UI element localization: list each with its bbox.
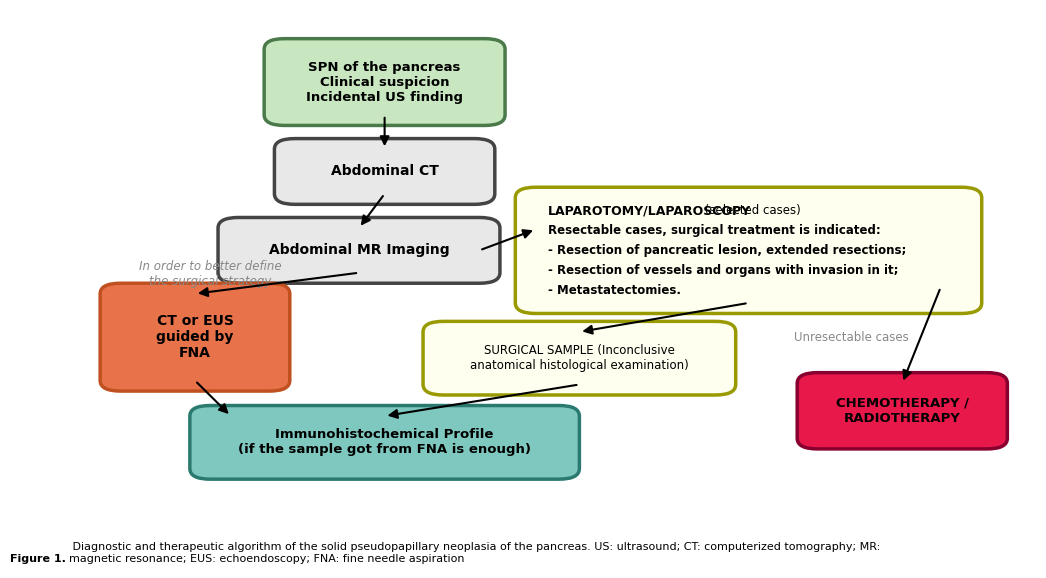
Text: SPN of the pancreas
Clinical suspicion
Incidental US finding: SPN of the pancreas Clinical suspicion I… <box>306 61 463 103</box>
FancyBboxPatch shape <box>190 406 579 479</box>
Text: CHEMOTHERAPY /
RADIOTHERAPY: CHEMOTHERAPY / RADIOTHERAPY <box>836 397 969 425</box>
Text: SURGICAL SAMPLE (Inconclusive
anatomical histological examination): SURGICAL SAMPLE (Inconclusive anatomical… <box>470 344 688 372</box>
Text: Abdominal MR Imaging: Abdominal MR Imaging <box>269 243 450 257</box>
Text: LAPAROTOMY/LAPAROSCOPY: LAPAROTOMY/LAPAROSCOPY <box>548 204 751 217</box>
Text: CT or EUS
guided by
FNA: CT or EUS guided by FNA <box>156 314 233 360</box>
FancyBboxPatch shape <box>797 373 1007 449</box>
Text: Unresectable cases: Unresectable cases <box>794 331 908 344</box>
Text: - Resection of vessels and organs with invasion in it;: - Resection of vessels and organs with i… <box>548 264 899 277</box>
FancyBboxPatch shape <box>265 39 505 125</box>
Text: In order to better define
the surgical strategy: In order to better define the surgical s… <box>139 260 281 288</box>
FancyBboxPatch shape <box>423 321 735 395</box>
FancyBboxPatch shape <box>100 283 290 391</box>
FancyBboxPatch shape <box>516 187 982 313</box>
Text: Resectable cases, surgical treatment is indicated:: Resectable cases, surgical treatment is … <box>548 224 881 237</box>
Text: - Resection of pancreatic lesion, extended resections;: - Resection of pancreatic lesion, extend… <box>548 244 907 257</box>
Text: (selected cases): (selected cases) <box>702 204 801 217</box>
Text: Diagnostic and therapeutic algorithm of the solid pseudopapillary neoplasia of t: Diagnostic and therapeutic algorithm of … <box>69 542 880 564</box>
Text: Figure 1.: Figure 1. <box>10 554 66 564</box>
Text: Abdominal CT: Abdominal CT <box>331 165 438 179</box>
FancyBboxPatch shape <box>218 217 500 283</box>
Text: - Metastatectomies.: - Metastatectomies. <box>548 284 681 297</box>
Text: Immunohistochemical Profile
(if the sample got from FNA is enough): Immunohistochemical Profile (if the samp… <box>238 428 531 457</box>
FancyBboxPatch shape <box>274 139 495 205</box>
